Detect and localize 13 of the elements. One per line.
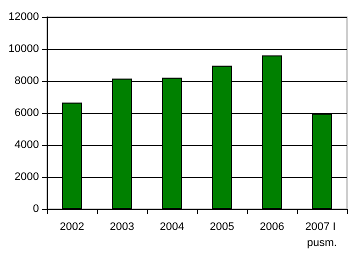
y-tick-label: 6000 (14, 107, 39, 119)
y-tick-label: 0 (32, 203, 39, 215)
x-tick-label: 2005 (210, 221, 234, 233)
x-tick-label: 2002 (60, 221, 84, 233)
x-tick-label: 2006 (260, 221, 284, 233)
y-tick-label: 8000 (14, 75, 39, 87)
x-tick-label: 2007 I pusm. (305, 221, 339, 249)
y-tick-label: 4000 (14, 139, 39, 151)
x-tick-label: 2003 (110, 221, 134, 233)
y-tick-label: 12000 (8, 11, 39, 23)
x-tick-label: 2004 (160, 221, 184, 233)
y-tick-label: 10000 (8, 43, 39, 55)
y-tick-label: 2000 (14, 171, 39, 183)
